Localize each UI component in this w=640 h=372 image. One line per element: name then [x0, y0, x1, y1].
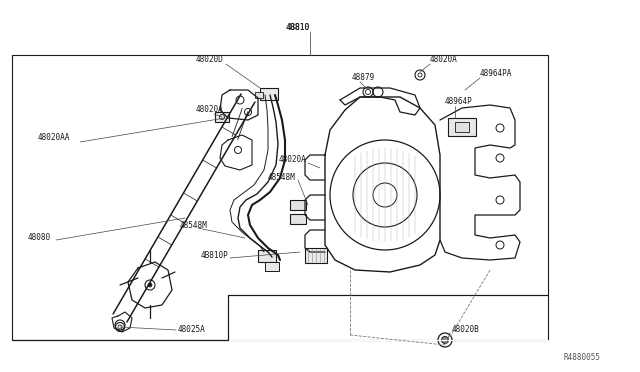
Text: 48548M: 48548M	[268, 173, 295, 183]
Bar	[215, 112, 229, 122]
Text: 48020B: 48020B	[452, 326, 480, 334]
Text: 48964PA: 48964PA	[480, 70, 513, 78]
Text: 48080: 48080	[28, 234, 51, 243]
Text: 48020A: 48020A	[278, 155, 306, 164]
Text: 48020AA: 48020AA	[38, 134, 70, 142]
Circle shape	[148, 283, 152, 287]
Bar	[258, 250, 276, 262]
Text: 48025A: 48025A	[178, 326, 205, 334]
Bar	[290, 214, 306, 224]
Bar	[260, 88, 278, 100]
Text: 48810: 48810	[286, 22, 310, 32]
Bar	[455, 122, 469, 132]
Text: 4B810P: 4B810P	[200, 251, 228, 260]
Text: 48020A: 48020A	[430, 55, 458, 64]
Text: 48964P: 48964P	[445, 97, 473, 106]
Bar	[305, 248, 327, 263]
Bar	[290, 200, 306, 210]
Text: R4880055: R4880055	[563, 353, 600, 362]
Text: 48548M: 48548M	[180, 221, 208, 230]
Bar	[12, 55, 548, 340]
Bar	[265, 262, 279, 271]
Bar	[448, 118, 476, 136]
Bar	[255, 92, 263, 98]
Text: 48810: 48810	[287, 22, 310, 32]
Text: 48879: 48879	[352, 74, 375, 83]
Text: 48020D: 48020D	[196, 55, 224, 64]
Circle shape	[442, 337, 449, 343]
Text: 48020A: 48020A	[196, 106, 224, 115]
